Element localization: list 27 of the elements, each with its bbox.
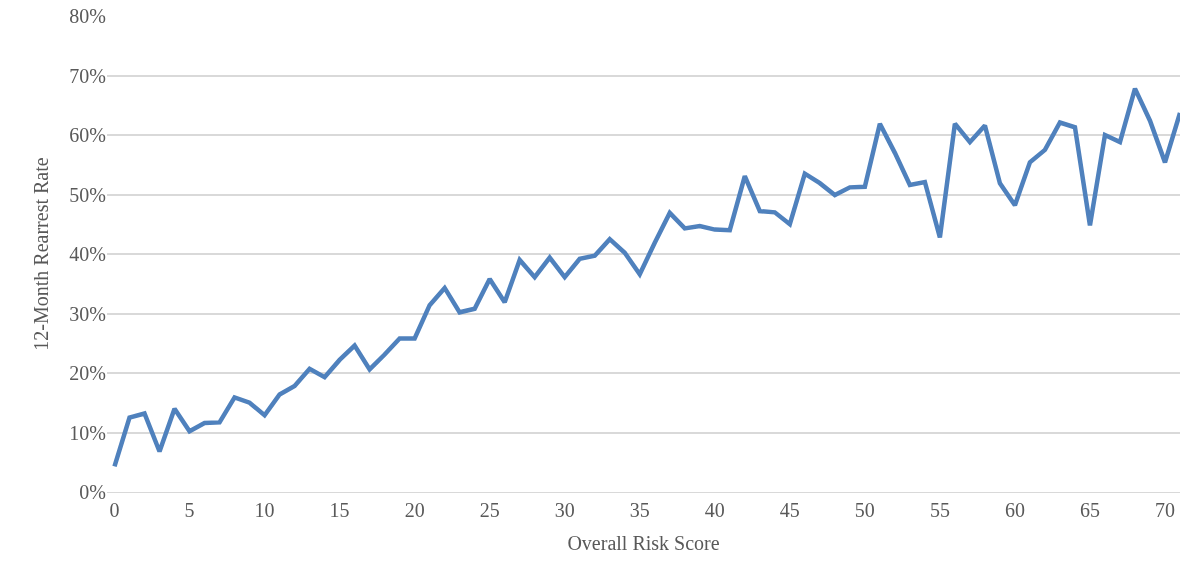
x-tick-label: 25 (479, 499, 500, 521)
line-series (112, 86, 1180, 469)
y-tick-label: 70% (69, 64, 106, 87)
x-tick-label: 5 (184, 499, 195, 521)
x-tick-label: 10 (254, 499, 275, 521)
y-tick-label: 50% (69, 183, 106, 206)
y-axis-title: 12-Month Rearrest Rate (29, 157, 52, 351)
y-tick-label: 20% (69, 362, 106, 384)
x-tick-label: 45 (779, 499, 800, 521)
x-tick-label: 15 (329, 499, 350, 521)
x-tick-label: 30 (554, 499, 575, 521)
y-tick-label: 40% (69, 243, 106, 265)
y-tick-label: 10% (69, 421, 106, 444)
x-axis-title: Overall Risk Score (567, 531, 720, 554)
y-tick-label: 30% (69, 302, 106, 325)
x-tick-label: 70 (1154, 499, 1175, 521)
x-tick-label: 50 (854, 499, 875, 521)
x-tick-label: 65 (1079, 499, 1100, 521)
y-tick-label: 60% (69, 124, 106, 146)
x-tick-label: 40 (704, 499, 725, 521)
x-tick-label: 35 (629, 499, 650, 521)
y-tick-label: 80% (69, 5, 106, 27)
x-tick-label: 55 (929, 499, 950, 521)
x-tick-label: 0 (109, 499, 120, 521)
y-tick-label: 0% (79, 481, 106, 503)
x-tick-label: 60 (1004, 499, 1025, 521)
x-tick-label: 20 (404, 499, 425, 521)
